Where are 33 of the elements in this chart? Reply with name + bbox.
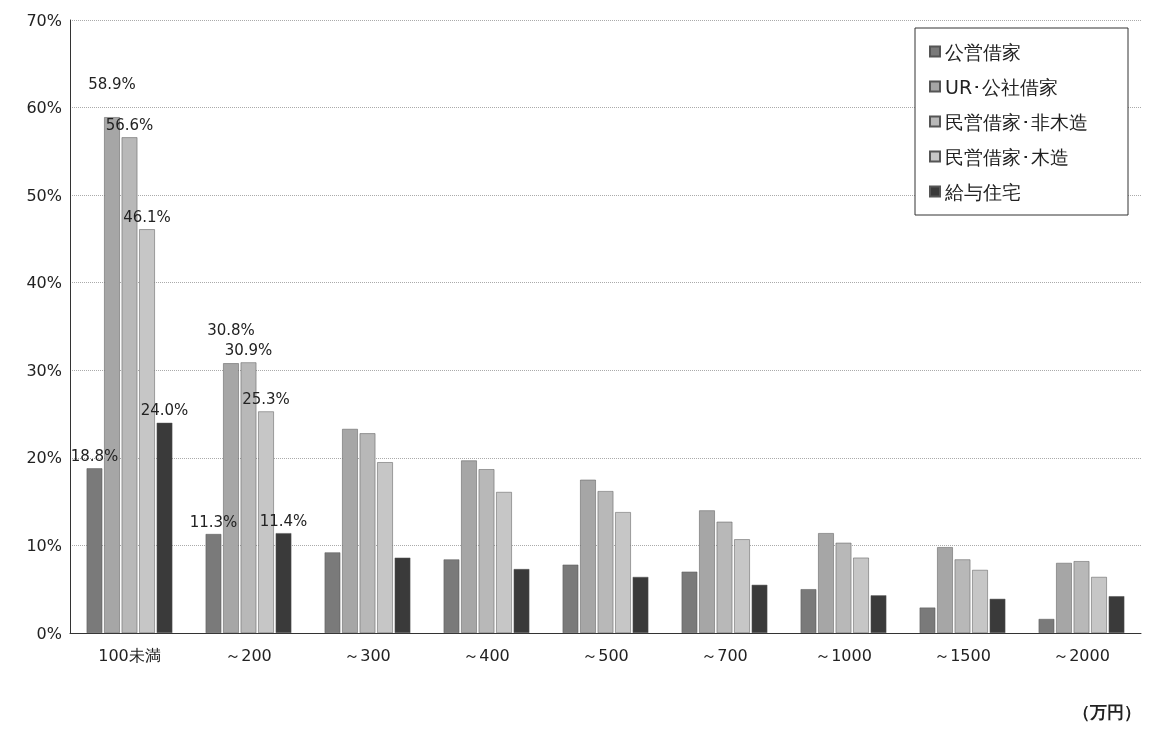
data-label: 30.9% (224, 340, 273, 359)
y-tick-label: 20% (26, 448, 62, 468)
y-tick-label: 30% (26, 360, 62, 380)
x-tick-label: ～300 (344, 645, 391, 665)
y-tick-label: 60% (26, 98, 62, 118)
legend-label: 公営借家 (945, 40, 1021, 63)
data-label: 11.4% (259, 511, 308, 530)
data-label: 11.3% (189, 512, 238, 531)
y-tick-label: 70% (26, 10, 62, 30)
data-label: 25.3% (242, 389, 290, 408)
x-axis-title: （万円） (1073, 701, 1141, 722)
x-tick-label: ～700 (701, 645, 748, 665)
data-label: 18.8% (70, 446, 119, 465)
y-tick-label: 10% (26, 535, 62, 555)
data-label: 46.1% (123, 207, 171, 226)
x-tick-label: ～1500 (934, 645, 991, 665)
y-tick-label: 40% (26, 273, 62, 293)
x-tick-label: 100未満 (98, 645, 161, 665)
legend-label: 民営借家･非木造 (945, 110, 1088, 133)
x-tick-label: ～400 (463, 645, 510, 665)
x-tick-label: ～500 (582, 645, 629, 665)
y-tick-label: 50% (26, 185, 62, 205)
x-tick-label: ～1000 (815, 645, 872, 665)
data-label: 24.0% (140, 401, 189, 420)
x-tick-label: ～2000 (1053, 645, 1110, 665)
data-label: 30.8% (207, 320, 255, 339)
data-label: 56.6% (105, 115, 154, 134)
legend-label: 民営借家･木造 (945, 145, 1069, 168)
y-tick-label: 0% (36, 623, 62, 643)
legend-label: UR･公社借家 (945, 75, 1059, 98)
data-label: 58.9% (88, 74, 136, 93)
legend-label: 給与住宅 (944, 180, 1021, 203)
x-tick-label: ～200 (225, 645, 272, 665)
